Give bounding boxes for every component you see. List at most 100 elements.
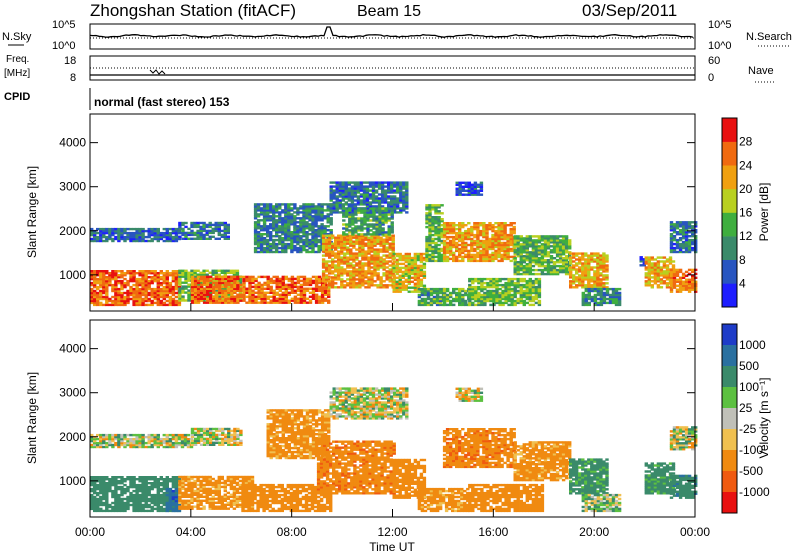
heatmap-cell: [458, 237, 462, 241]
heatmap-cell: [513, 266, 517, 270]
heatmap-cell: [587, 291, 591, 295]
heatmap-cell: [429, 287, 434, 291]
heatmap-cell: [388, 234, 392, 237]
heatmap-cell: [461, 231, 465, 235]
heatmap-cell: [346, 272, 350, 275]
heatmap-cell: [278, 211, 282, 214]
heatmap-cell: [525, 291, 529, 295]
heatmap-cell: [473, 239, 477, 243]
heatmap-cell: [184, 233, 188, 237]
heatmap-cell: [337, 260, 341, 263]
heatmap-cell: [471, 303, 475, 307]
heatmap-cell: [153, 293, 157, 297]
heatmap-cell: [293, 207, 297, 210]
heatmap-cell: [147, 239, 151, 243]
heatmap-cell: [385, 260, 389, 263]
heatmap-cell: [123, 272, 127, 275]
heatmap-cell: [458, 225, 462, 229]
heatmap-cell: [352, 258, 356, 261]
heatmap-cell: [431, 237, 435, 241]
heatmap-cell: [321, 244, 326, 247]
heatmap-cell: [552, 247, 557, 250]
heatmap-cell: [467, 181, 471, 184]
heatmap-cell: [156, 291, 160, 295]
heatmap-cell: [96, 291, 100, 295]
heatmap-cell: [214, 237, 218, 240]
heatmap-cell: [442, 291, 447, 295]
heatmap-cell: [434, 225, 438, 229]
heatmap-cell: [321, 258, 326, 261]
heatmap-cell: [376, 272, 380, 275]
heatmap-cell: [437, 235, 441, 239]
heatmap-cell: [461, 295, 465, 299]
heatmap-cell: [590, 258, 594, 261]
heatmap-cell: [552, 241, 557, 244]
heatmap-cell: [275, 205, 279, 208]
heatmap-cell: [413, 282, 418, 285]
heatmap-cell: [569, 274, 573, 277]
heatmap-cell: [587, 276, 591, 279]
heatmap-cell: [293, 233, 297, 236]
heatmap-cell: [382, 262, 386, 265]
heatmap-cell: [425, 253, 429, 257]
heatmap-cell: [350, 189, 355, 192]
heatmap-cell: [479, 249, 483, 253]
heatmap-cell: [365, 201, 370, 204]
heatmap-cell: [470, 227, 474, 231]
heatmap-cell: [587, 260, 591, 263]
heatmap-cell: [458, 231, 462, 235]
heatmap-cell: [410, 280, 414, 283]
heatmap-cell: [93, 231, 97, 235]
heatmap-cell: [251, 285, 255, 289]
heatmap-cell: [477, 279, 481, 283]
heatmap-cell: [343, 272, 347, 275]
heatmap-cell: [209, 283, 213, 287]
heatmap-cell: [468, 295, 472, 299]
heatmap-cell: [425, 212, 429, 215]
heatmap-cell: [491, 255, 495, 259]
heatmap-cell: [168, 233, 173, 237]
heatmap-cell: [114, 231, 118, 235]
heatmap-cell: [379, 286, 383, 289]
heatmap-cell: [354, 207, 358, 210]
heatmap-cell: [396, 183, 400, 186]
heatmap-cell: [129, 287, 133, 291]
heatmap-cell: [440, 224, 444, 227]
heatmap-cell: [434, 233, 438, 237]
heatmap-cell: [480, 277, 484, 281]
heatmap-cell: [147, 303, 151, 307]
heatmap-cell: [299, 238, 303, 242]
heatmap-cell: [564, 245, 569, 248]
heatmap-cell: [519, 257, 523, 260]
heatmap-cell: [105, 231, 109, 235]
heatmap-cell: [147, 287, 151, 291]
heatmap-cell: [614, 293, 619, 297]
heatmap-cell: [223, 287, 227, 290]
heatmap-cell: [266, 238, 270, 242]
heatmap-cell: [314, 217, 318, 220]
heatmap-cell: [581, 299, 585, 303]
heatmap-cell: [413, 272, 418, 276]
heatmap-cell: [114, 237, 118, 241]
heatmap-cell: [338, 201, 342, 204]
heatmap-cell: [599, 274, 603, 277]
heatmap-cell: [432, 289, 437, 293]
heatmap-cell: [488, 257, 492, 261]
heatmap-cell: [320, 287, 325, 290]
heatmap-cell: [584, 289, 588, 293]
heatmap-cell: [215, 293, 219, 296]
heatmap-cell: [379, 248, 383, 251]
heatmap-cell: [305, 235, 309, 238]
heatmap-cell: [525, 251, 529, 254]
heatmap-cell: [290, 281, 295, 285]
heatmap-cell: [519, 279, 523, 283]
heatmap-cell: [278, 207, 282, 210]
heatmap-cell: [150, 303, 154, 307]
heatmap-cell: [584, 266, 588, 269]
heatmap-cell: [193, 299, 198, 302]
heatmap-cell: [263, 275, 267, 279]
heatmap-cell: [552, 261, 557, 264]
heatmap-cell: [578, 260, 582, 263]
heatmap-cell: [516, 235, 520, 238]
heatmap-cell: [278, 299, 282, 302]
